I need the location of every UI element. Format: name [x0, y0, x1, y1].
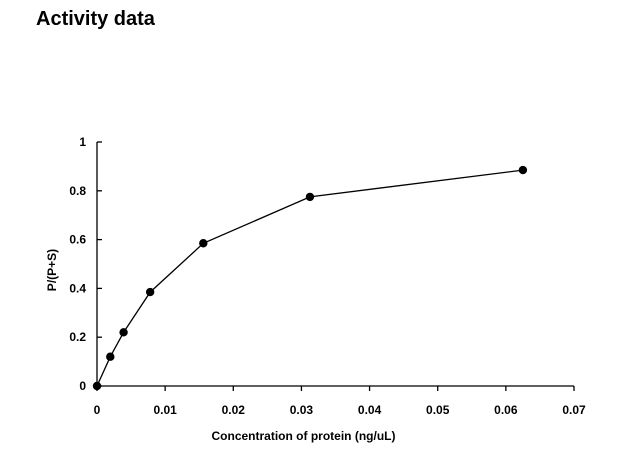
x-tick-label: 0.01 [153, 403, 177, 417]
data-point [518, 165, 528, 175]
x-tick-label: 0.05 [426, 403, 450, 417]
data-point [119, 328, 128, 337]
data-point [199, 239, 208, 248]
x-tick-label: 0.02 [222, 403, 246, 417]
y-tick-label: 0 [79, 379, 86, 393]
y-tick-label: 0.4 [69, 281, 86, 295]
series-line [96, 169, 523, 387]
data-point [145, 287, 155, 297]
page-title: Activity data [36, 8, 155, 30]
x-tick-label: 0.07 [562, 403, 586, 417]
y-axis: 0 0.2 0.4 0.6 0.8 1 [69, 135, 102, 393]
x-tick-label: 0.06 [494, 403, 518, 417]
x-tick-label: 0 [94, 403, 101, 417]
data-point [305, 192, 315, 202]
y-axis-title: P/(P+S) [45, 249, 59, 291]
y-tick-label: 0.2 [69, 330, 86, 344]
x-tick-label: 0.03 [290, 403, 314, 417]
y-tick-label: 0.8 [69, 184, 86, 198]
x-axis-title: Concentration of protein (ng/uL) [212, 429, 396, 443]
x-tick-label: 0.04 [358, 403, 382, 417]
series-layer [92, 165, 528, 391]
x-axis: 0 0.01 0.02 0.03 0.04 0.05 0.06 0.07 [94, 385, 586, 417]
y-tick-label: 1 [79, 135, 86, 149]
y-tick-label: 0.6 [69, 233, 86, 247]
data-point [106, 352, 115, 361]
data-point [92, 381, 102, 391]
